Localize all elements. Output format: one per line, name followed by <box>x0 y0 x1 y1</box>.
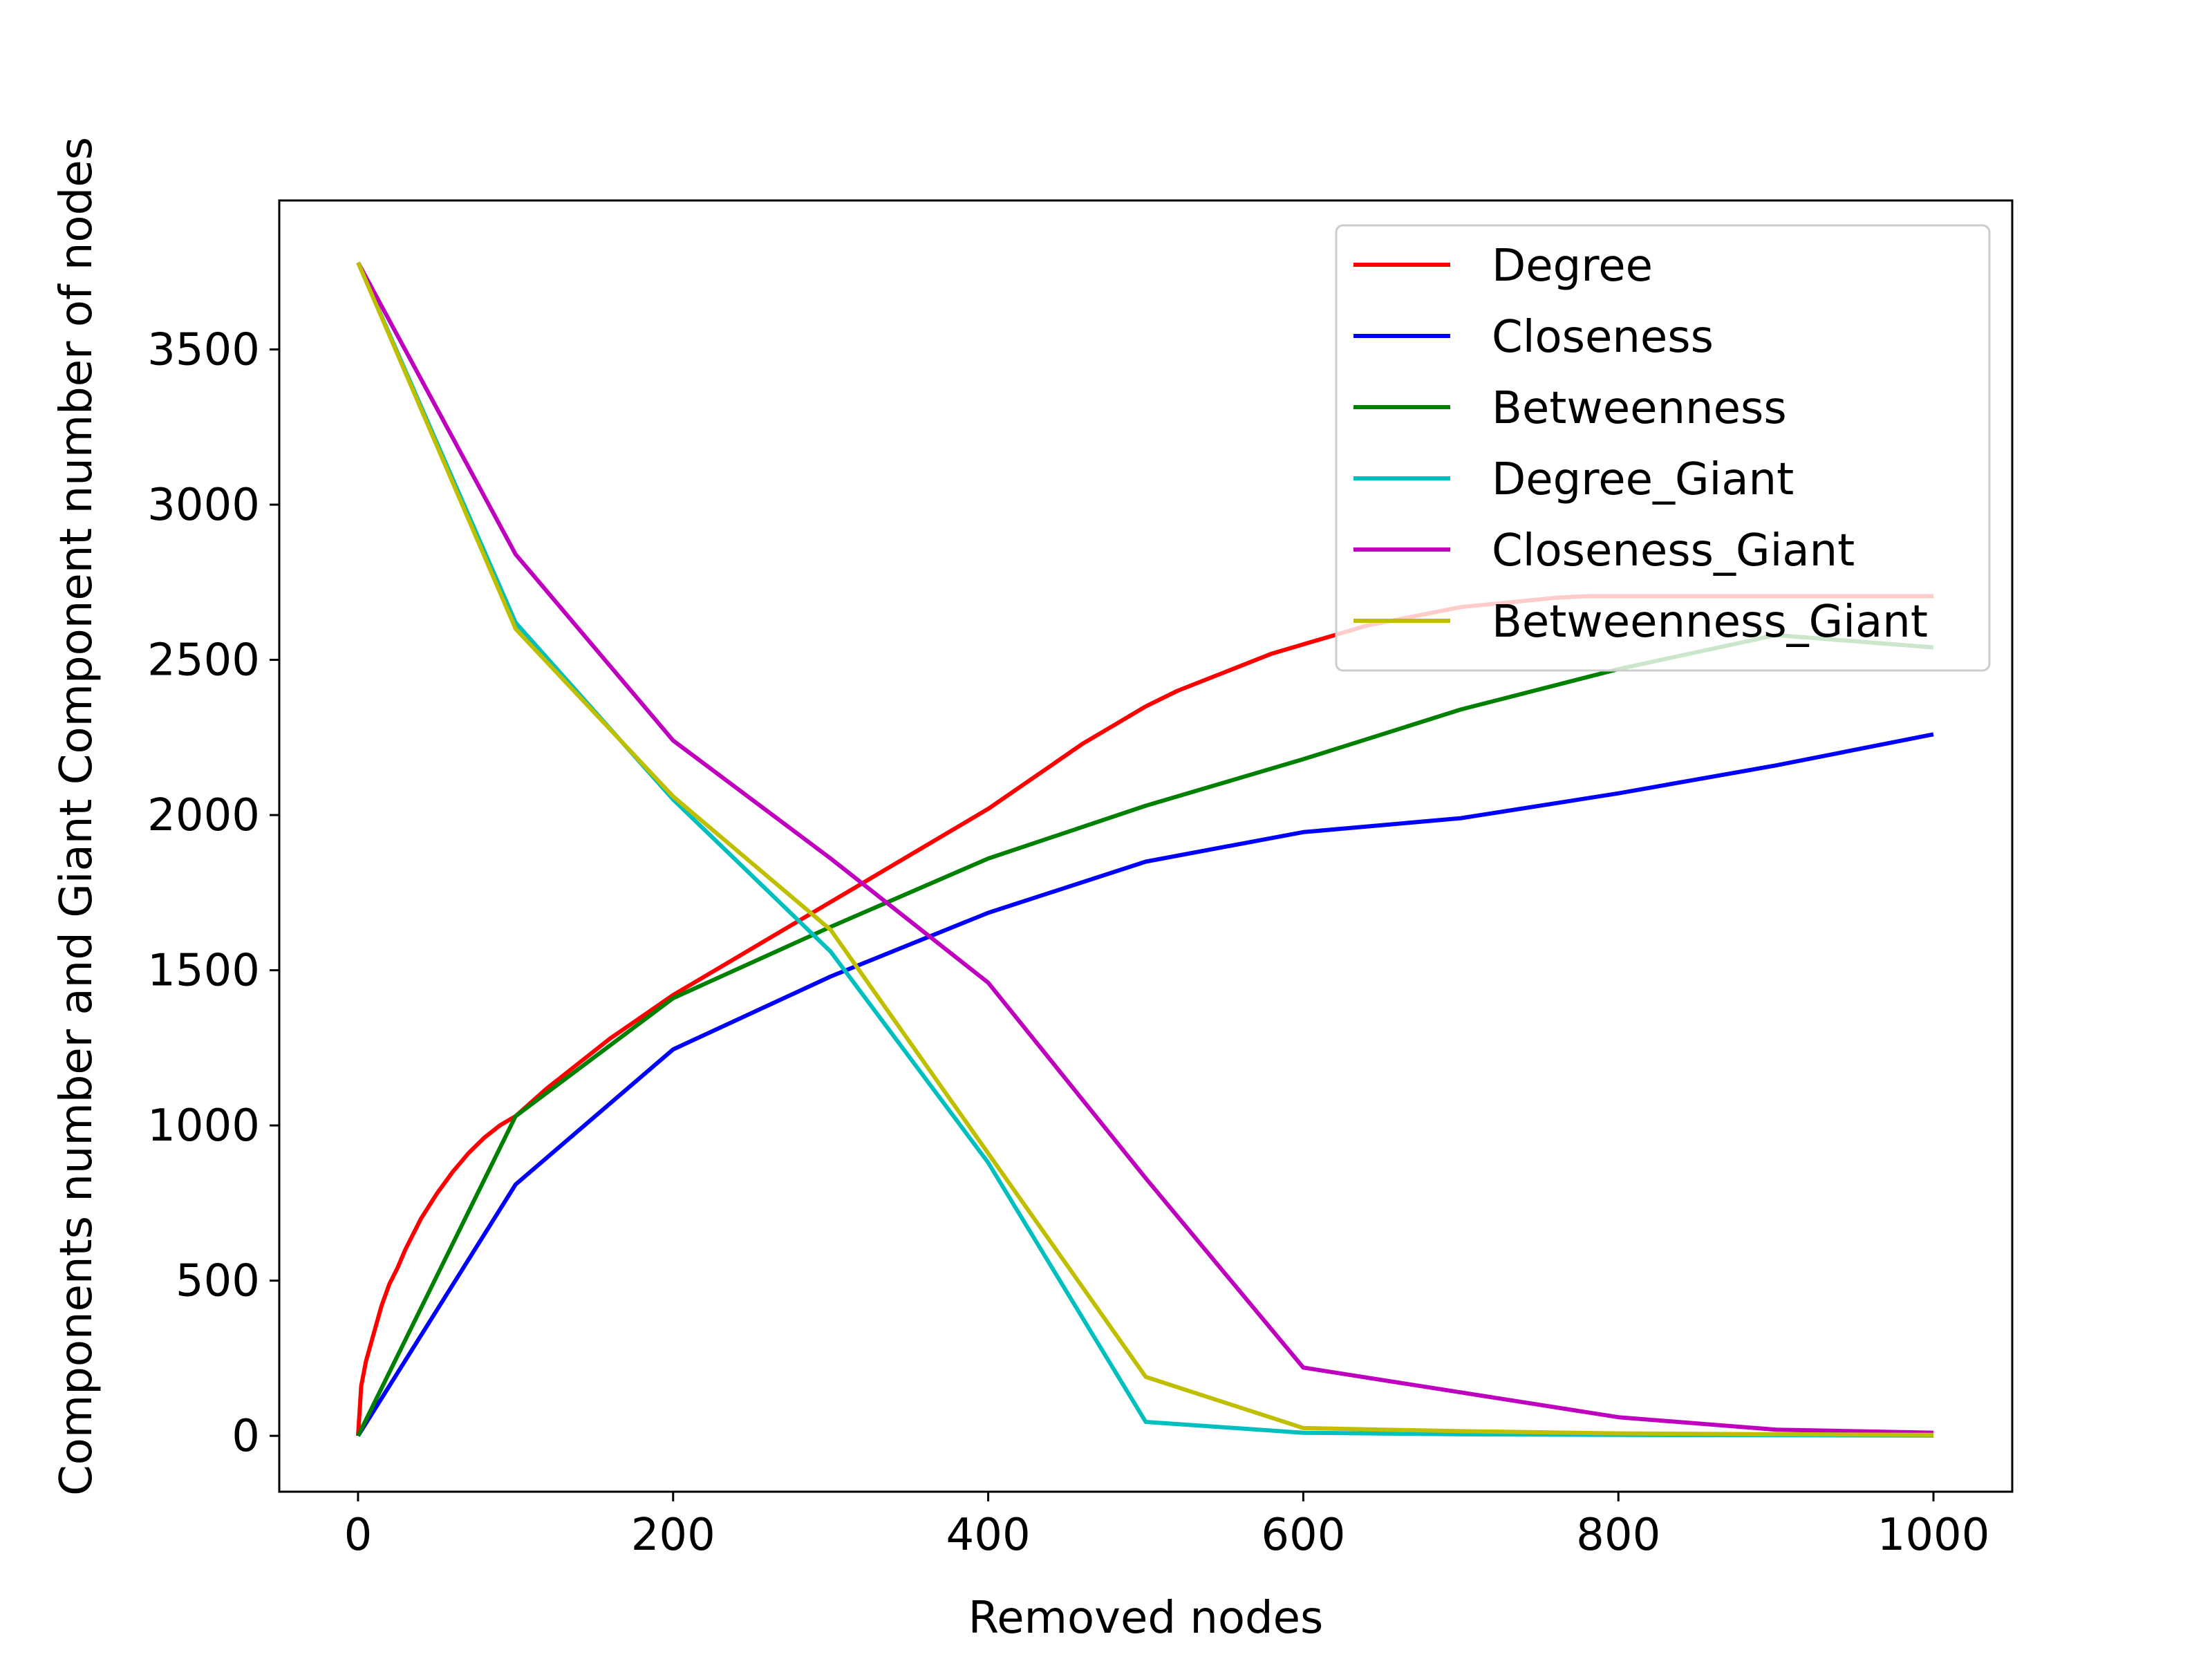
legend-box <box>1335 224 1991 672</box>
legend-label: Degree_Giant <box>1492 454 1794 505</box>
series-line-betweenness-giant <box>356 261 1934 1437</box>
y-tick-label: 500 <box>176 1256 260 1307</box>
legend-label: Betweenness_Giant <box>1492 597 1928 648</box>
legend-label: Closeness_Giant <box>1492 525 1855 577</box>
x-tick-label: 400 <box>946 1510 1031 1561</box>
y-tick-label: 2500 <box>147 635 260 686</box>
legend-label: Degree <box>1492 241 1653 292</box>
y-axis: 0 500 1000 1500 2000 2500 3000 3500 <box>147 325 279 1462</box>
x-tick-label: 0 <box>344 1510 373 1561</box>
x-tick-label: 800 <box>1576 1510 1660 1561</box>
x-axis-label: Removed nodes <box>968 1593 1324 1644</box>
legend-label: Closeness <box>1492 312 1714 363</box>
legend: Degree Closeness Betweenness Degree_Giant Cl… <box>1335 224 1991 672</box>
x-tick-label: 200 <box>631 1510 715 1561</box>
x-axis: 0 200 400 600 800 1000 <box>344 1492 1990 1561</box>
legend-label: Betweenness <box>1492 383 1787 434</box>
plot-frame <box>278 199 2014 1493</box>
y-tick-label: 1500 <box>147 946 260 997</box>
y-tick-label: 1000 <box>147 1100 260 1152</box>
series-line-closeness <box>356 732 1934 1437</box>
y-tick-label: 0 <box>232 1411 260 1462</box>
x-tick-label: 1000 <box>1877 1510 1990 1561</box>
y-tick-label: 3500 <box>147 325 260 376</box>
x-tick-label: 600 <box>1261 1510 1345 1561</box>
series-line-closeness-giant <box>356 261 1934 1435</box>
series-layer <box>356 261 1934 1438</box>
y-tick-label: 3000 <box>147 480 260 531</box>
y-tick-label: 2000 <box>147 790 260 841</box>
y-axis-label: Components number and Giant Component nu… <box>51 137 102 1496</box>
